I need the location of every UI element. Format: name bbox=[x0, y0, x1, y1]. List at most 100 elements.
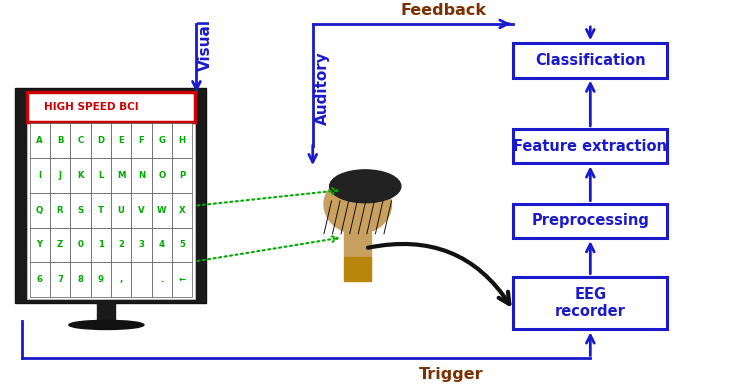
Text: Y: Y bbox=[37, 240, 43, 250]
FancyBboxPatch shape bbox=[344, 257, 371, 281]
FancyBboxPatch shape bbox=[29, 158, 50, 193]
FancyBboxPatch shape bbox=[131, 262, 151, 297]
Text: X: X bbox=[178, 206, 185, 215]
FancyBboxPatch shape bbox=[111, 158, 131, 193]
FancyBboxPatch shape bbox=[90, 123, 111, 158]
Ellipse shape bbox=[324, 175, 392, 234]
FancyBboxPatch shape bbox=[90, 228, 111, 262]
Text: N: N bbox=[138, 171, 145, 180]
FancyBboxPatch shape bbox=[131, 228, 151, 262]
Text: I: I bbox=[38, 171, 41, 180]
FancyBboxPatch shape bbox=[90, 158, 111, 193]
FancyBboxPatch shape bbox=[50, 228, 70, 262]
FancyBboxPatch shape bbox=[151, 262, 172, 297]
Text: 4: 4 bbox=[159, 240, 165, 250]
Text: 5: 5 bbox=[179, 240, 185, 250]
Text: .: . bbox=[160, 275, 163, 284]
Text: W: W bbox=[157, 206, 166, 215]
FancyBboxPatch shape bbox=[29, 123, 50, 158]
Text: 2: 2 bbox=[118, 240, 124, 250]
FancyBboxPatch shape bbox=[172, 193, 192, 228]
Text: V: V bbox=[138, 206, 145, 215]
Text: J: J bbox=[59, 171, 62, 180]
FancyBboxPatch shape bbox=[50, 158, 70, 193]
FancyBboxPatch shape bbox=[514, 276, 667, 329]
FancyBboxPatch shape bbox=[111, 228, 131, 262]
FancyBboxPatch shape bbox=[70, 262, 90, 297]
Text: O: O bbox=[158, 171, 166, 180]
Text: H: H bbox=[178, 136, 186, 145]
FancyBboxPatch shape bbox=[90, 193, 111, 228]
Text: B: B bbox=[56, 136, 63, 145]
FancyBboxPatch shape bbox=[172, 262, 192, 297]
FancyBboxPatch shape bbox=[514, 129, 667, 164]
Text: 3: 3 bbox=[139, 240, 145, 250]
Text: Q: Q bbox=[36, 206, 44, 215]
FancyBboxPatch shape bbox=[131, 123, 151, 158]
FancyBboxPatch shape bbox=[29, 262, 50, 297]
Text: 1: 1 bbox=[98, 240, 104, 250]
Text: 0: 0 bbox=[78, 240, 84, 250]
Text: D: D bbox=[97, 136, 105, 145]
Ellipse shape bbox=[69, 320, 144, 329]
FancyBboxPatch shape bbox=[111, 193, 131, 228]
Text: EEG
recorder: EEG recorder bbox=[555, 287, 626, 319]
Text: S: S bbox=[78, 206, 84, 215]
FancyBboxPatch shape bbox=[50, 123, 70, 158]
Text: 8: 8 bbox=[78, 275, 84, 284]
Text: M: M bbox=[117, 171, 125, 180]
FancyBboxPatch shape bbox=[14, 88, 206, 303]
FancyBboxPatch shape bbox=[90, 262, 111, 297]
FancyBboxPatch shape bbox=[29, 193, 50, 228]
FancyBboxPatch shape bbox=[29, 228, 50, 262]
Text: L: L bbox=[98, 171, 103, 180]
Text: F: F bbox=[139, 136, 145, 145]
Text: Visual: Visual bbox=[198, 19, 213, 71]
Text: ←: ← bbox=[178, 275, 186, 284]
FancyBboxPatch shape bbox=[514, 43, 667, 78]
FancyBboxPatch shape bbox=[151, 123, 172, 158]
FancyBboxPatch shape bbox=[131, 158, 151, 193]
Text: Z: Z bbox=[57, 240, 63, 250]
Text: Classification: Classification bbox=[535, 53, 645, 68]
Text: K: K bbox=[77, 171, 84, 180]
Text: Trigger: Trigger bbox=[419, 366, 484, 382]
Text: Auditory: Auditory bbox=[315, 51, 330, 125]
FancyBboxPatch shape bbox=[50, 193, 70, 228]
Text: ,: , bbox=[120, 275, 123, 284]
Text: P: P bbox=[179, 171, 185, 180]
FancyBboxPatch shape bbox=[27, 92, 194, 122]
FancyBboxPatch shape bbox=[514, 204, 667, 238]
Text: 9: 9 bbox=[98, 275, 104, 284]
Text: U: U bbox=[117, 206, 124, 215]
FancyBboxPatch shape bbox=[172, 123, 192, 158]
Text: Feature extraction: Feature extraction bbox=[514, 139, 667, 154]
FancyBboxPatch shape bbox=[344, 232, 371, 256]
FancyBboxPatch shape bbox=[70, 193, 90, 228]
FancyBboxPatch shape bbox=[151, 193, 172, 228]
FancyBboxPatch shape bbox=[151, 228, 172, 262]
Ellipse shape bbox=[330, 170, 401, 203]
Text: T: T bbox=[98, 206, 104, 215]
Text: A: A bbox=[36, 136, 43, 145]
Text: Preprocessing: Preprocessing bbox=[532, 214, 649, 228]
FancyBboxPatch shape bbox=[70, 228, 90, 262]
FancyBboxPatch shape bbox=[70, 158, 90, 193]
FancyBboxPatch shape bbox=[131, 193, 151, 228]
FancyBboxPatch shape bbox=[111, 123, 131, 158]
FancyBboxPatch shape bbox=[151, 158, 172, 193]
FancyBboxPatch shape bbox=[172, 228, 192, 262]
Text: 7: 7 bbox=[57, 275, 63, 284]
Text: E: E bbox=[118, 136, 124, 145]
Text: 6: 6 bbox=[37, 275, 43, 284]
FancyBboxPatch shape bbox=[70, 123, 90, 158]
Text: Feedback: Feedback bbox=[400, 3, 486, 18]
FancyBboxPatch shape bbox=[50, 262, 70, 297]
Text: G: G bbox=[158, 136, 166, 145]
Text: C: C bbox=[78, 136, 84, 145]
Text: HIGH SPEED BCI: HIGH SPEED BCI bbox=[44, 102, 138, 112]
Text: R: R bbox=[56, 206, 63, 215]
FancyBboxPatch shape bbox=[27, 92, 194, 299]
FancyBboxPatch shape bbox=[172, 158, 192, 193]
FancyBboxPatch shape bbox=[111, 262, 131, 297]
